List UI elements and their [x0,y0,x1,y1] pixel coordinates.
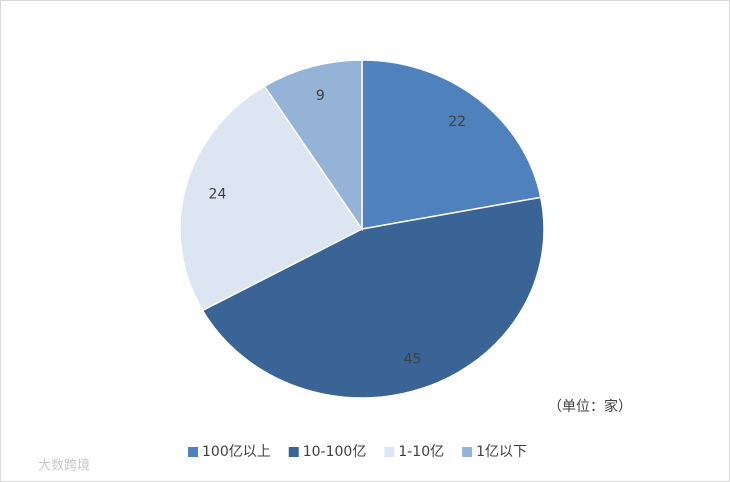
legend-label: 10-100亿 [303,444,367,460]
legend-marker [384,447,395,457]
unit-annotation: （单位：家） [548,398,632,415]
legend-label: 1-10亿 [398,444,444,460]
data-label: 24 [209,187,227,203]
pie-slice [179,85,364,312]
legend-marker [288,447,299,457]
legend-marker [188,447,198,457]
legend-label: 1亿以下 [476,444,527,460]
data-label: 9 [316,88,325,104]
watermark: 大数跨境 [38,459,90,474]
pie-slice [361,59,542,230]
legend-marker [462,447,473,457]
legend-label: 100亿以上 [202,444,271,460]
data-label: 45 [404,351,422,367]
pie-slice [263,59,363,232]
data-label: 22 [448,114,466,130]
pie-slice [201,196,545,399]
